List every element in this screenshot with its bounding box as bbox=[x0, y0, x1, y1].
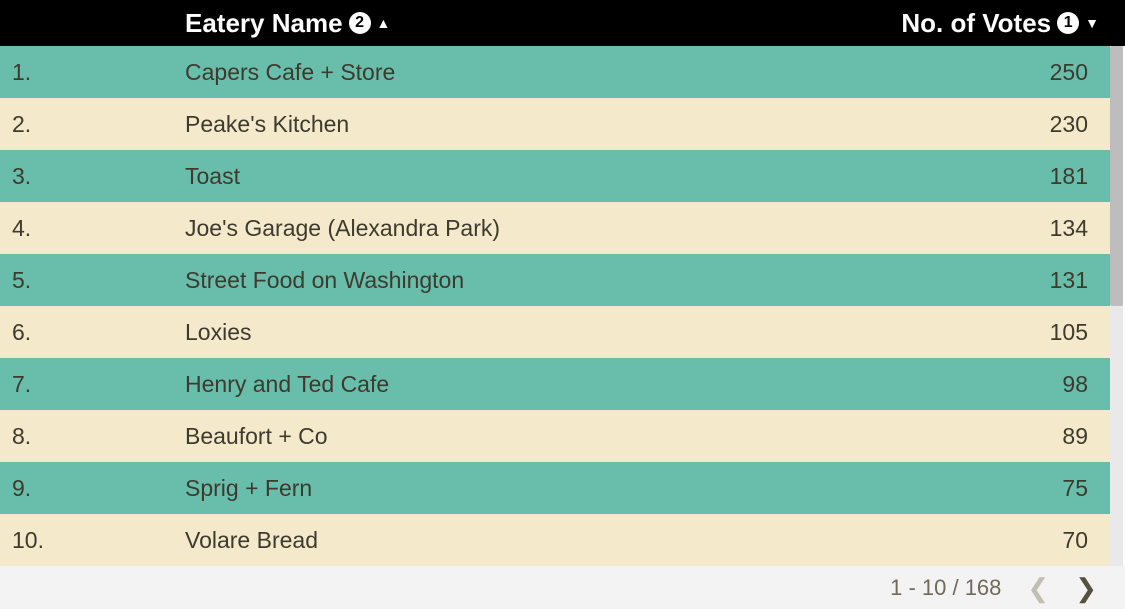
votes-cell: 98 bbox=[770, 371, 1110, 398]
name-cell: Sprig + Fern bbox=[185, 475, 770, 502]
col-name-header[interactable]: Eatery Name 2 ▲ bbox=[185, 8, 785, 39]
votes-cell: 70 bbox=[770, 527, 1110, 554]
name-cell: Street Food on Washington bbox=[185, 267, 770, 294]
table-row[interactable]: 5.Street Food on Washington131 bbox=[0, 254, 1110, 306]
table-row[interactable]: 8.Beaufort + Co89 bbox=[0, 410, 1110, 462]
col-name-label: Eatery Name bbox=[185, 8, 343, 39]
table-row[interactable]: 10.Volare Bread70 bbox=[0, 514, 1110, 566]
scrollbar-thumb[interactable] bbox=[1110, 46, 1123, 306]
rank-cell: 3. bbox=[0, 163, 185, 190]
sort-priority-badge: 1 bbox=[1057, 12, 1079, 34]
next-page-button[interactable]: ❯ bbox=[1075, 575, 1097, 601]
table-row[interactable]: 1.Capers Cafe + Store250 bbox=[0, 46, 1110, 98]
votes-cell: 250 bbox=[770, 59, 1110, 86]
name-cell: Loxies bbox=[185, 319, 770, 346]
votes-cell: 105 bbox=[770, 319, 1110, 346]
rank-cell: 4. bbox=[0, 215, 185, 242]
table-row[interactable]: 2.Peake's Kitchen230 bbox=[0, 98, 1110, 150]
votes-cell: 131 bbox=[770, 267, 1110, 294]
name-cell: Beaufort + Co bbox=[185, 423, 770, 450]
table-row[interactable]: 7.Henry and Ted Cafe98 bbox=[0, 358, 1110, 410]
votes-cell: 75 bbox=[770, 475, 1110, 502]
rank-cell: 2. bbox=[0, 111, 185, 138]
name-cell: Peake's Kitchen bbox=[185, 111, 770, 138]
sort-desc-icon: ▼ bbox=[1085, 16, 1099, 30]
votes-cell: 181 bbox=[770, 163, 1110, 190]
rank-cell: 5. bbox=[0, 267, 185, 294]
col-votes-header[interactable]: No. of Votes 1 ▼ bbox=[785, 8, 1125, 39]
table-row[interactable]: 9.Sprig + Fern75 bbox=[0, 462, 1110, 514]
rank-cell: 6. bbox=[0, 319, 185, 346]
name-cell: Volare Bread bbox=[185, 527, 770, 554]
table-container: Eatery Name 2 ▲ No. of Votes 1 ▼ 1.Caper… bbox=[0, 0, 1125, 609]
votes-cell: 230 bbox=[770, 111, 1110, 138]
rank-cell: 8. bbox=[0, 423, 185, 450]
votes-cell: 134 bbox=[770, 215, 1110, 242]
table-header-row: Eatery Name 2 ▲ No. of Votes 1 ▼ bbox=[0, 0, 1125, 46]
sort-asc-icon: ▲ bbox=[377, 16, 391, 30]
rank-cell: 9. bbox=[0, 475, 185, 502]
rank-cell: 10. bbox=[0, 527, 185, 554]
sort-priority-badge: 2 bbox=[349, 12, 371, 34]
name-cell: Capers Cafe + Store bbox=[185, 59, 770, 86]
table-row[interactable]: 6.Loxies105 bbox=[0, 306, 1110, 358]
rank-cell: 1. bbox=[0, 59, 185, 86]
vertical-scrollbar[interactable] bbox=[1110, 46, 1123, 566]
col-votes-label: No. of Votes bbox=[901, 8, 1051, 39]
name-cell: Toast bbox=[185, 163, 770, 190]
name-cell: Henry and Ted Cafe bbox=[185, 371, 770, 398]
table-body: 1.Capers Cafe + Store2502.Peake's Kitche… bbox=[0, 46, 1110, 566]
name-cell: Joe's Garage (Alexandra Park) bbox=[185, 215, 770, 242]
table-row[interactable]: 4.Joe's Garage (Alexandra Park)134 bbox=[0, 202, 1110, 254]
rank-cell: 7. bbox=[0, 371, 185, 398]
votes-cell: 89 bbox=[770, 423, 1110, 450]
pagination-range: 1 - 10 / 168 bbox=[890, 575, 1001, 601]
pagination-bar: 1 - 10 / 168 ❮ ❯ bbox=[0, 566, 1125, 609]
prev-page-button[interactable]: ❮ bbox=[1027, 575, 1049, 601]
table-row[interactable]: 3.Toast181 bbox=[0, 150, 1110, 202]
